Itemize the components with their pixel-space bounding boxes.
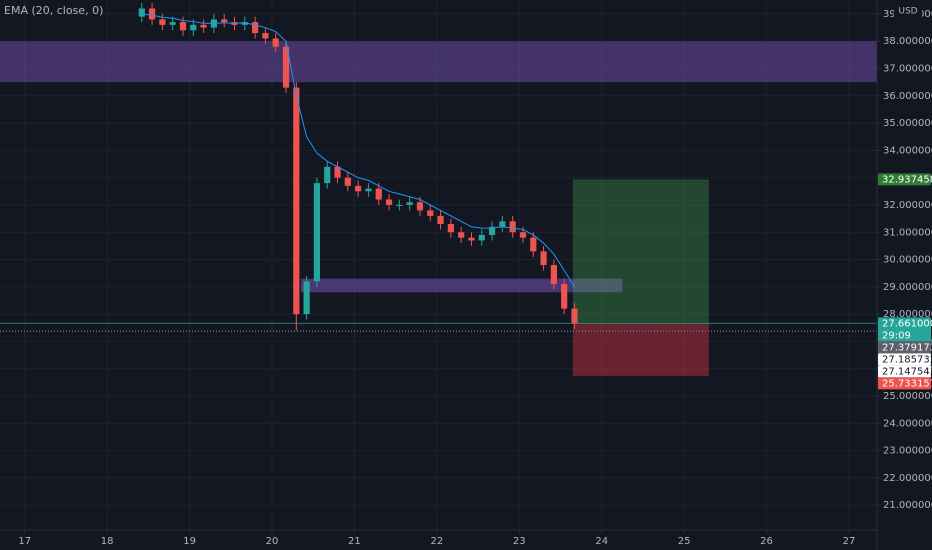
- y-tick-label: 36.00000000: [883, 91, 932, 102]
- price-tag: [878, 341, 931, 354]
- price-tag: [878, 365, 931, 378]
- y-tick-label: 31.00000000: [883, 227, 932, 238]
- x-tick-label: 27: [843, 536, 856, 547]
- price-tag-countdown: 29:09: [882, 330, 911, 341]
- currency: USD: [898, 7, 917, 17]
- candle-body: [509, 221, 516, 233]
- candle-body: [458, 232, 465, 238]
- candle-body: [530, 237, 537, 252]
- candle-body: [385, 199, 393, 205]
- candle-body: [148, 8, 156, 20]
- price-tag-label: 25.73315717: [882, 378, 932, 389]
- candle-body: [540, 251, 547, 265]
- y-tick-label: 23.00000000: [883, 446, 932, 457]
- candle-body: [282, 46, 290, 88]
- candle-body: [303, 281, 310, 315]
- candle-body: [561, 284, 568, 309]
- candle-body: [324, 166, 331, 184]
- y-tick-label: 35.00000000: [883, 118, 932, 129]
- price-tag: [878, 173, 931, 186]
- candle-body: [355, 185, 362, 192]
- y-tick-label: 30.00000000: [883, 255, 932, 266]
- profit-zone: [572, 179, 709, 324]
- plot-area: [0, 0, 877, 530]
- candle-body: [437, 215, 444, 225]
- candle-body: [179, 22, 187, 31]
- y-tick-label: 25.00000000: [883, 391, 932, 402]
- y-tick-label: 28.00000000: [883, 309, 932, 320]
- x-tick-label: 18: [101, 536, 114, 547]
- candle-body: [406, 202, 413, 205]
- candle-body: [344, 177, 351, 186]
- x-tick-label: 20: [266, 536, 279, 547]
- candle-body: [468, 237, 475, 241]
- candle-body: [550, 265, 557, 285]
- price-tag: [878, 353, 931, 366]
- price-tag-label: 32.93745851: [882, 174, 932, 185]
- candle-body: [488, 226, 496, 235]
- loss-zone: [572, 323, 709, 376]
- price-tag-label: 27.66100000: [882, 318, 932, 329]
- candle-body: [138, 8, 145, 17]
- price-tag-label: 27.18573220: [882, 354, 932, 365]
- candle-body: [272, 38, 279, 47]
- y-tick-label: 24.00000000: [883, 418, 932, 429]
- candle-body: [396, 204, 403, 206]
- price-tag-label: 27.37917304: [882, 342, 932, 353]
- ema-line: [141, 13, 575, 288]
- candle-body: [375, 188, 382, 200]
- candle-body: [334, 166, 341, 178]
- candle-body: [313, 183, 321, 282]
- y-tick-label: 32.00000000: [883, 200, 932, 211]
- candle-body: [427, 210, 434, 216]
- candle-body: [241, 22, 248, 25]
- x-tick-label: 19: [183, 536, 196, 547]
- y-tick-label: 38.00000000: [883, 36, 932, 47]
- candle-body: [365, 188, 372, 192]
- x-tick-label: 22: [430, 536, 443, 547]
- candle-body: [499, 221, 506, 227]
- x-tick-label: 24: [595, 536, 608, 547]
- y-tick-label: 34.00000000: [883, 145, 932, 156]
- candle-body: [262, 33, 269, 39]
- x-tick-label: 26: [760, 536, 773, 547]
- currency-badge: [894, 4, 922, 18]
- candle-body: [221, 19, 228, 23]
- candle-body: [447, 224, 454, 233]
- y-tick-label: 29.00000000: [883, 282, 932, 293]
- candle-body: [416, 202, 424, 211]
- price-tag: [878, 317, 931, 342]
- y-tick-label: 37.00000000: [883, 64, 932, 75]
- x-tick-label: 17: [18, 536, 31, 547]
- indicator-legend: EMA (20, close, 0): [4, 4, 103, 17]
- price-tag-label: 27.14754334: [882, 366, 932, 377]
- candle-body: [200, 24, 207, 28]
- candle-body: [519, 232, 527, 238]
- candle-body: [190, 24, 197, 31]
- x-tick-label: 25: [678, 536, 691, 547]
- candle-body: [478, 234, 485, 241]
- price-tag: [878, 377, 931, 390]
- zone: [300, 278, 623, 293]
- candle-body: [293, 87, 300, 315]
- y-tick-label: 21.00000000: [883, 500, 932, 511]
- candle-body: [169, 22, 176, 25]
- y-tick-label: 22.00000000: [883, 473, 932, 484]
- axes: 21.00000000 22.00000000 23.00000000 24.0000…: [18, 9, 932, 547]
- candle-body: [571, 308, 578, 324]
- x-tick-label: 21: [348, 536, 361, 547]
- x-tick-label: 23: [513, 536, 526, 547]
- candle-body: [159, 19, 166, 25]
- zone: [0, 41, 877, 83]
- candle-body: [252, 22, 259, 34]
